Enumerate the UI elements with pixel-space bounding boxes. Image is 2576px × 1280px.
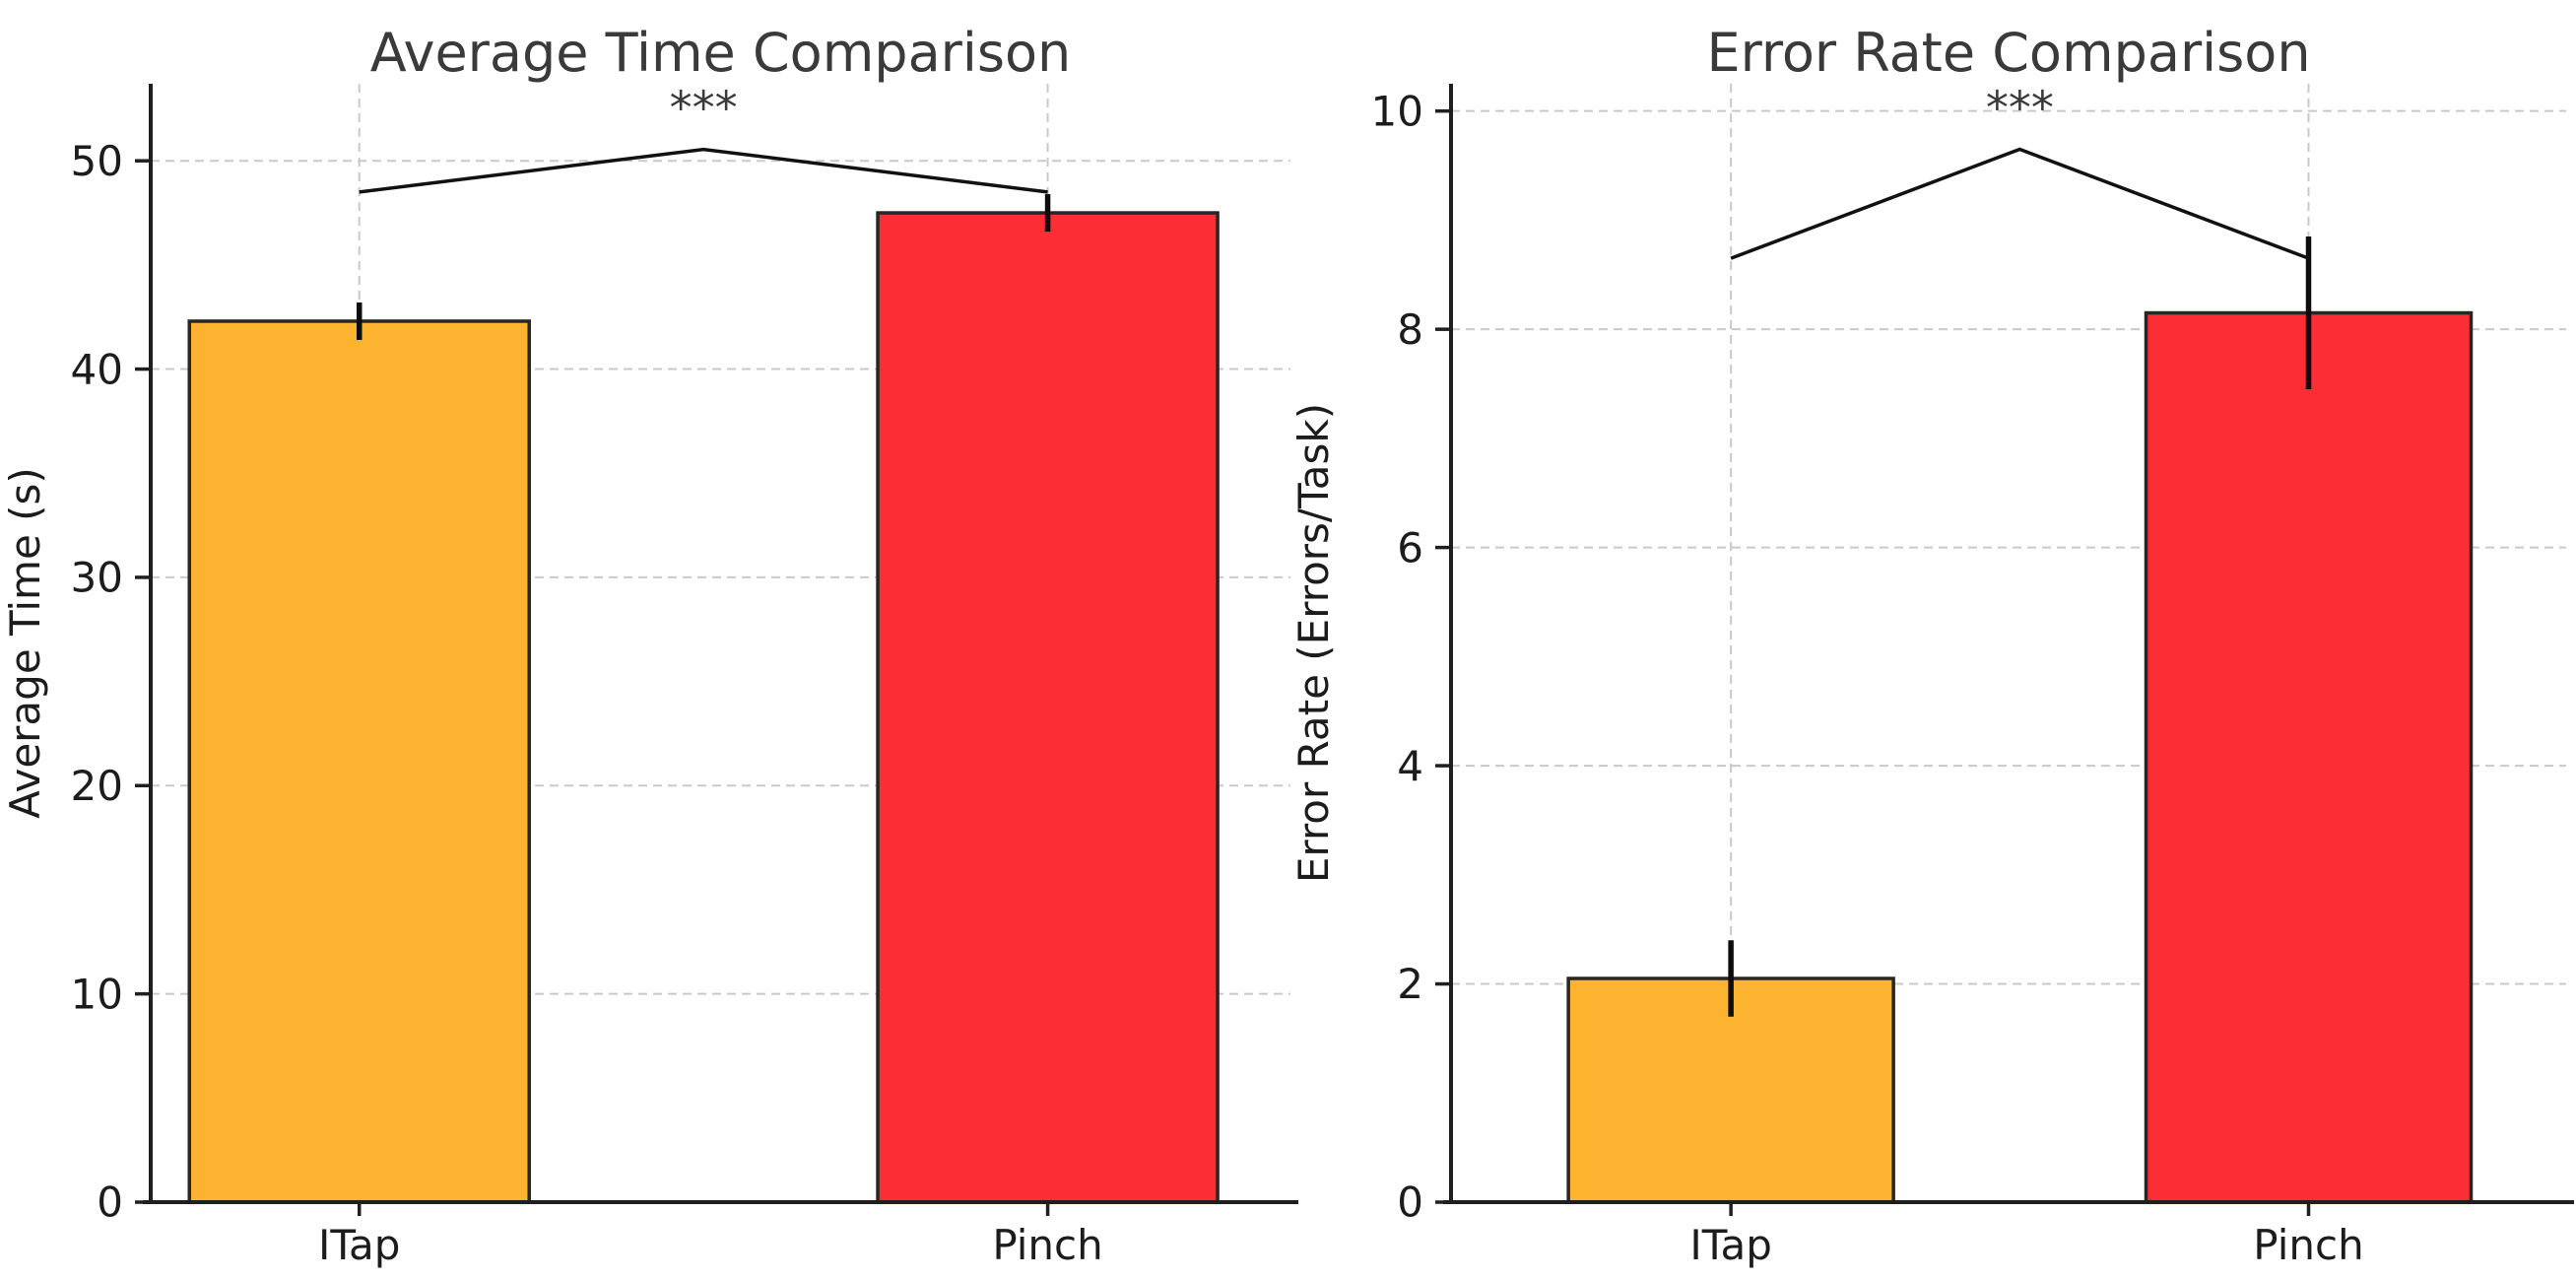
significance-stars: *** [670,82,738,135]
y-tick-label: 20 [71,762,123,810]
bar-pinch [876,211,1220,1204]
bar-pinch [2144,310,2474,1204]
y-tick-label: 0 [1397,1179,1423,1227]
y-tick-label: 4 [1397,742,1423,790]
y-tick-label: 2 [1397,960,1423,1008]
y-tick-label: 6 [1397,523,1423,572]
x-tick-label-pinch: Pinch [2253,1221,2363,1269]
significance-stars: *** [1986,81,2054,134]
y-axis-label-0: Average Time (s) [1,467,49,819]
bar-itap [187,319,531,1204]
x-tick-label-itap: ITap [1689,1221,1772,1269]
y-tick-label: 0 [97,1179,123,1227]
x-tick-label-pinch: Pinch [992,1221,1102,1269]
y-tick-label: 8 [1397,305,1423,354]
chart-title-1: Error Rate Comparison [1706,22,2310,84]
y-tick-label: 40 [71,345,123,393]
y-tick-label: 10 [71,970,123,1018]
y-axis-label-1: Error Rate (Errors/Task) [1289,403,1338,883]
x-tick-label-itap: ITap [318,1221,401,1269]
y-tick-label: 30 [71,554,123,602]
chart-0: 0 10 20 30 40 50 ITap Pinch ***Average Time Comp… [1,22,1298,1269]
significance-bracket [1730,147,2310,260]
significance-bracket [359,147,1048,194]
chart-1: 0 2 4 6 8 10 ITap Pinch ***Error Rate Comparison… [1289,22,2574,1269]
y-tick-label: 10 [1371,87,1423,135]
y-tick-label: 50 [71,137,123,185]
chart-title-0: Average Time Comparison [370,22,1072,84]
